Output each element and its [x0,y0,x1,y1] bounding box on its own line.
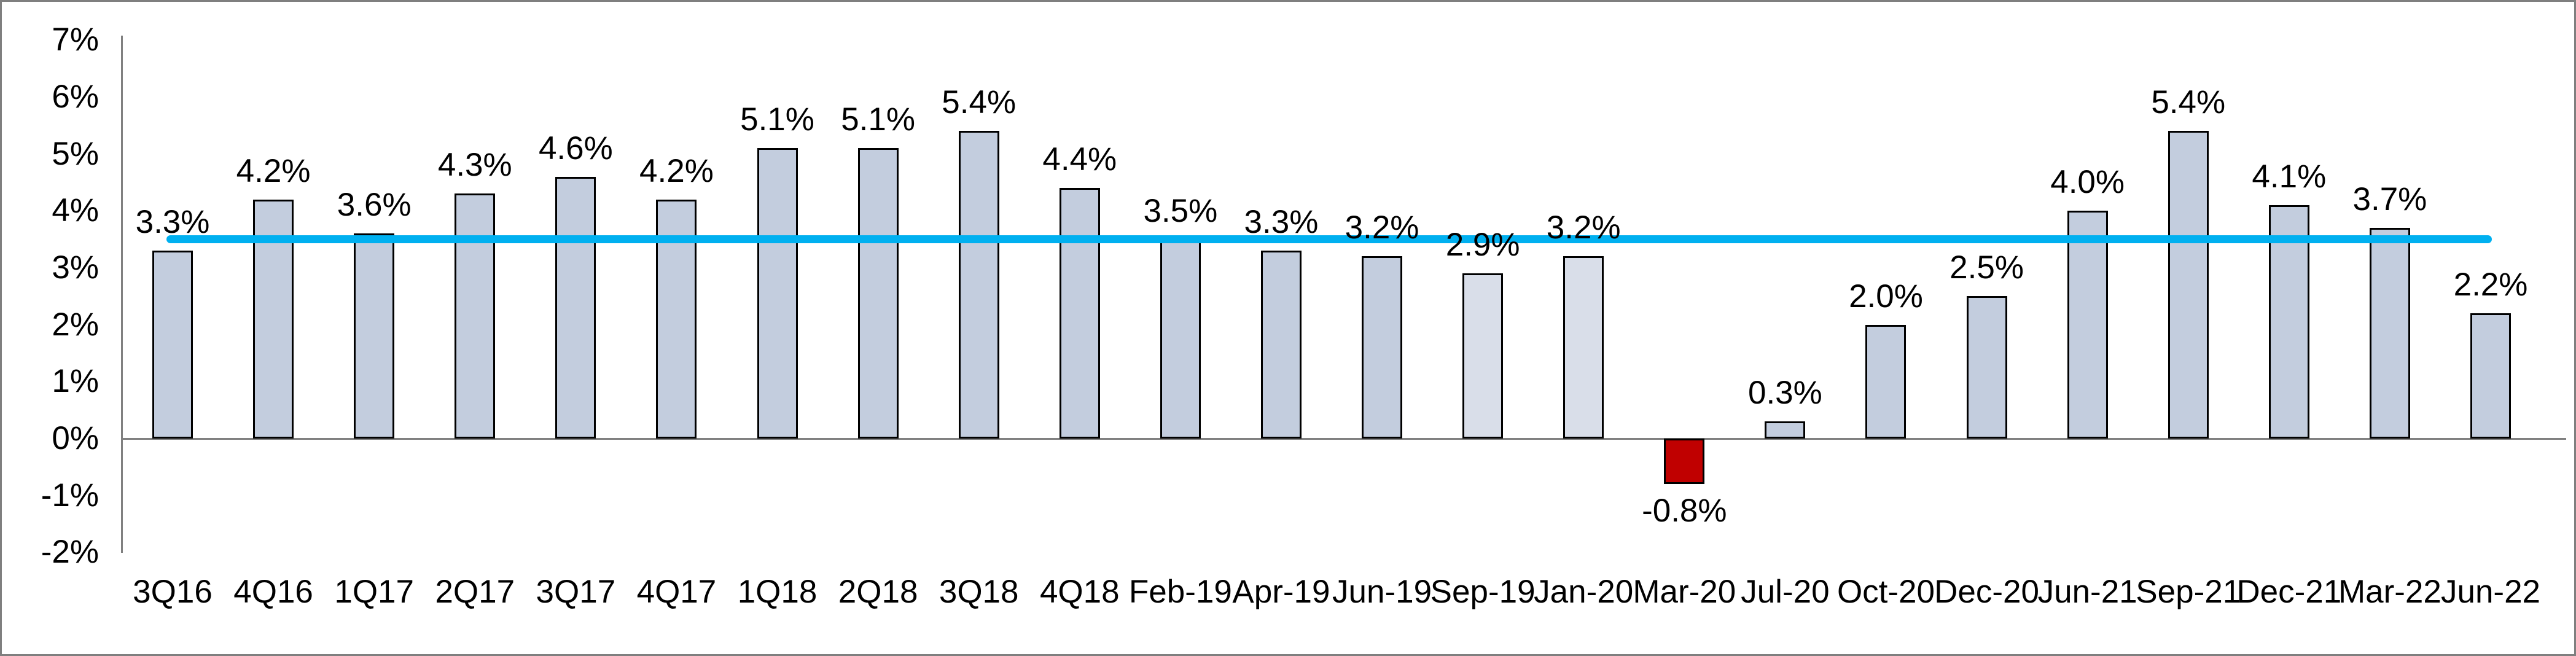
bar-Dec-20 [1966,296,2007,439]
data-label-Dec-20: 2.5% [1950,249,2024,286]
data-label-Sep-19: 2.9% [1445,227,1520,264]
x-axis-zero-line [121,438,2566,440]
bar-Mar-20 [1664,439,1705,485]
data-label-Oct-20: 2.0% [1849,278,1923,314]
x-tick-label-Sep-21: Sep-21 [2136,574,2241,610]
y-tick-label: 5% [52,135,99,172]
y-tick-label: 1% [52,363,99,400]
bar-Mar-22 [2369,228,2410,439]
bar-2Q18 [857,148,899,439]
x-tick-label-Jul-20: Jul-20 [1741,574,1830,610]
x-tick-label-Feb-19: Feb-19 [1128,574,1232,610]
data-label-1Q17: 3.6% [337,187,412,224]
y-tick-label: 4% [52,192,99,229]
data-label-Mar-20: -0.8% [1642,493,1727,529]
bar-Oct-20 [1865,324,1907,439]
bar-Jul-20 [1765,421,1806,439]
x-tick-label-Mar-22: Mar-22 [2338,574,2441,610]
bar-3Q18 [958,131,999,439]
bar-Sep-21 [2168,131,2209,439]
x-tick-label-Sep-19: Sep-19 [1430,574,1536,610]
x-tick-label-2Q18: 2Q18 [838,574,918,610]
x-tick-label-Dec-20: Dec-20 [1934,574,2039,610]
x-tick-label-4Q18: 4Q18 [1039,574,1120,610]
x-tick-label-Jun-19: Jun-19 [1332,574,1432,610]
bar-2Q17 [455,193,496,439]
bar-Feb-19 [1160,239,1201,439]
data-label-3Q18: 5.4% [942,84,1017,121]
bar-Sep-19 [1462,273,1504,439]
x-tick-label-Jun-21: Jun-21 [2037,574,2137,610]
data-label-4Q18: 4.4% [1042,141,1117,178]
x-tick-label-4Q16: 4Q16 [233,574,313,610]
y-tick-label: 0% [52,420,99,456]
data-label-Jul-20: 0.3% [1747,375,1822,412]
x-tick-label-Jan-20: Jan-20 [1534,574,1634,610]
bar-Jun-19 [1362,256,1403,439]
data-label-Jan-20: 3.2% [1546,209,1621,246]
x-tick-label-2Q17: 2Q17 [435,574,515,610]
data-label-1Q18: 5.1% [740,101,814,138]
data-label-2Q17: 4.3% [437,147,512,184]
data-label-Mar-22: 3.7% [2352,181,2427,217]
x-tick-label-Oct-20: Oct-20 [1836,574,1935,610]
bar-Apr-19 [1260,251,1302,439]
bar-1Q18 [757,148,798,439]
x-tick-label-Mar-20: Mar-20 [1633,574,1736,610]
bar-Jun-22 [2470,313,2511,439]
y-tick-label: -1% [41,477,99,513]
y-tick-label: 6% [52,78,99,115]
y-tick-label: 3% [52,249,99,286]
data-label-Sep-21: 5.4% [2151,84,2226,121]
x-tick-label-3Q17: 3Q17 [536,574,616,610]
data-label-Jun-19: 3.2% [1345,209,1419,246]
x-tick-label-Jun-22: Jun-22 [2440,574,2541,610]
y-tick-label: 7% [52,21,99,58]
data-label-Jun-22: 2.2% [2453,267,2528,303]
bar-1Q17 [354,233,395,439]
y-tick-label: 2% [52,306,99,343]
x-tick-label-3Q16: 3Q16 [133,574,213,610]
data-label-3Q17: 4.6% [538,130,613,166]
data-label-4Q16: 4.2% [236,152,311,189]
x-tick-label-Apr-19: Apr-19 [1232,574,1330,610]
y-tick-label: -2% [41,534,99,571]
x-tick-label-Dec-21: Dec-21 [2236,574,2342,610]
bar-Jan-20 [1563,256,1604,439]
x-tick-label-4Q17: 4Q17 [636,574,717,610]
data-label-Apr-19: 3.3% [1244,204,1319,241]
x-tick-label-3Q18: 3Q18 [939,574,1019,610]
x-tick-label-1Q18: 1Q18 [737,574,818,610]
average-reference-line [166,235,2492,244]
data-label-Feb-19: 3.5% [1143,192,1218,229]
bar-3Q16 [152,251,193,439]
bar-3Q17 [555,176,596,439]
bar-Dec-21 [2268,205,2309,439]
data-label-4Q17: 4.2% [639,152,714,189]
data-label-Dec-21: 4.1% [2252,158,2327,195]
data-label-Jun-21: 4.0% [2050,164,2125,201]
x-tick-label-1Q17: 1Q17 [334,574,414,610]
bar-Jun-21 [2067,211,2108,439]
y-axis-line [121,36,123,553]
data-label-2Q18: 5.1% [841,101,915,138]
data-label-3Q16: 3.3% [135,204,210,241]
bar-4Q18 [1059,188,1100,439]
